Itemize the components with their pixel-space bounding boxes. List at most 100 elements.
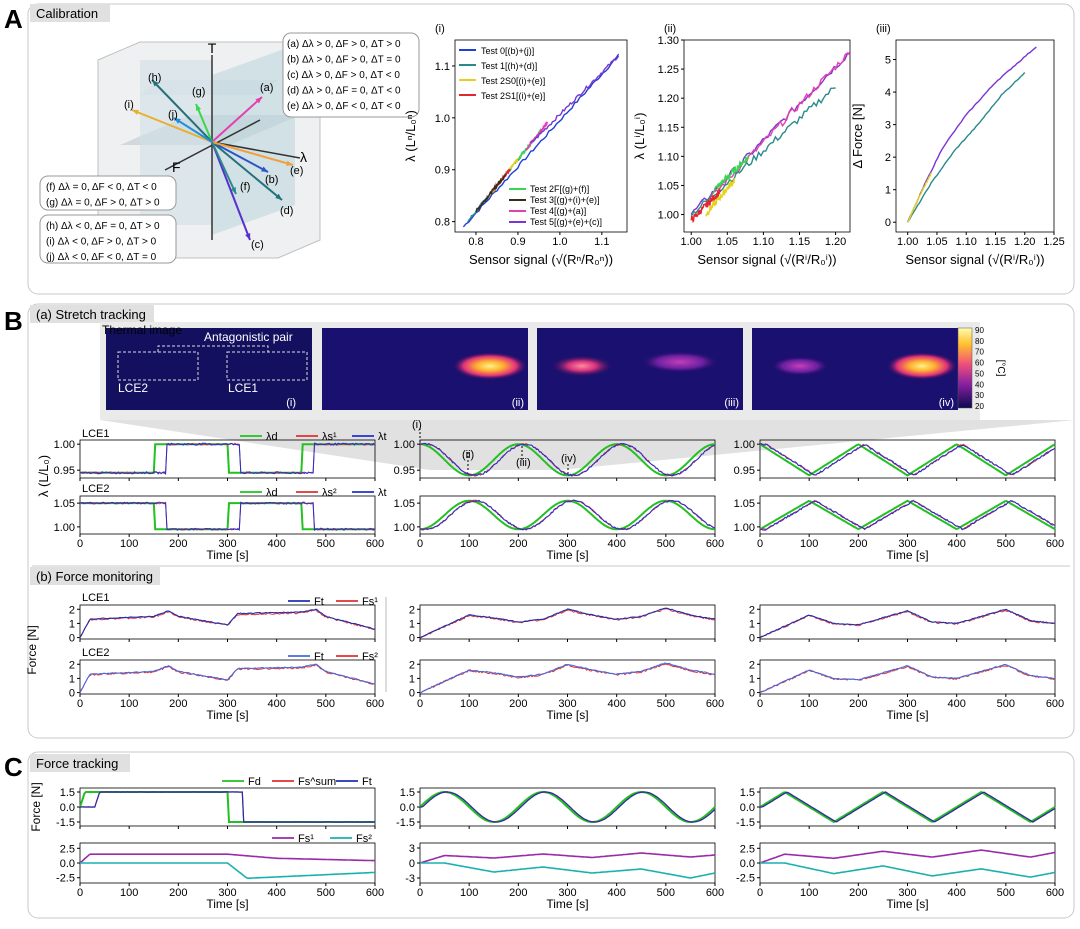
x-tick-label: 200 [509,698,527,710]
x-tick-label: 400 [267,698,285,710]
legend-f-g: (f) Δλ = 0, ΔF < 0, ΔT < 0 (g) Δλ = 0, ΔF… [46,182,160,209]
vector-arrowhead [275,193,282,200]
vector-label: (i) [124,99,134,111]
header-tab-calibration [30,4,110,22]
y-tick-label: 1.00 [54,439,75,451]
x-tick-label: 100 [800,887,818,899]
x-tick-label: 400 [267,538,285,550]
legend-text: Fs² [362,651,378,663]
y-tick-label: 2 [409,604,415,616]
legend-h-j: (h) Δλ < 0, ΔF = 0, ΔT > 0 (i) Δλ < 0, ΔF… [46,221,160,263]
x-axis-label: Time [s] [886,708,928,722]
legend-line: (c) Δλ > 0, ΔF > 0, ΔT < 0 [287,70,400,81]
panel-tag: (ii) [664,23,676,35]
y-tick-label: -1.5 [736,817,755,829]
x-tick-label: 500 [997,887,1015,899]
y-tick-label: 0 [409,858,415,870]
panel-b-frame [27,303,1075,739]
colorbar-tick-label: 90 [975,326,984,335]
vector-arrowhead [261,166,268,172]
force-d-line [759,790,1056,824]
charts-layer: 0.8 0.9 1.0 1.1 0.8 0.9 1.0 1.1 Sensor signal (√… [25,23,1065,911]
x-tick-label: 1.20 [825,236,846,248]
x-tick-label: 400 [607,538,625,550]
thermal-tag-iii: (iii) [724,397,739,409]
legend-a-e: (a) Δλ > 0, ΔF > 0, ΔT > 0 (b) Δλ > 0, ΔF… [287,39,401,112]
vector-arrowhead [245,233,251,240]
y-tick-label: 1.05 [658,180,679,192]
x-tick-label: 600 [366,887,384,899]
x-tick-label: 0 [757,887,763,899]
thermal-image-i [106,328,312,410]
y-axis-label: Force [N] [29,782,43,831]
header-calibration: Calibration [36,6,98,21]
vector-arrowhead [286,160,293,166]
x-axis-label: Time [s] [546,897,588,911]
force-t-line [79,663,376,693]
x-tick-label: 500 [997,538,1015,550]
thermal-tag-i: (i) [286,397,296,409]
x-tick-label: 200 [509,538,527,550]
x-tick-label: 1.20 [1014,236,1035,248]
hotspot-iv-right [886,352,958,380]
plot-A-ii [683,39,851,233]
x-tick-label: 1.05 [926,236,947,248]
thermal-lce2-label: LCE2 [118,381,148,395]
lambda-d-line [80,502,375,531]
axis-lambda-label: λ [300,149,307,165]
y-tick-label: 5 [885,55,891,67]
series-4 [705,177,736,217]
x-tick-label: 1.00 [681,236,702,248]
y-tick-label: 1.20 [658,93,679,105]
legend-box-h-j [39,214,177,264]
legend-box-a-e [282,32,420,118]
force-t-line [419,662,716,694]
legend-text: Fs¹ [298,833,314,845]
hotspot-iii-left [550,355,614,377]
panel-letter-a: A [4,4,23,34]
x-tick-label: 500 [997,698,1015,710]
x-tick-label: 600 [1046,698,1064,710]
y-tick-label: 0 [69,688,75,700]
y-tick-label: 1.05 [54,498,75,510]
legend-line: (b) Δλ > 0, ΔF > 0, ΔT = 0 [287,55,401,66]
vector-arrow [173,117,213,143]
force-t-line [419,607,716,639]
x-tick-label: 200 [509,887,527,899]
force-s-line [79,663,376,694]
plot-A-iii [895,39,1055,233]
colorbar-tick-label: 30 [975,391,984,400]
series-5 [475,173,506,213]
vector-label: (d) [280,205,293,217]
y-axis-label: Δ Force [N] [850,103,865,168]
y-tick-label: 1.00 [54,522,75,534]
force-s-line [79,608,376,639]
x-tick-label: 100 [120,698,138,710]
legend-text: Fd [248,776,261,788]
y-tick-label: 0 [885,217,891,229]
x-tick-label: 300 [898,887,916,899]
x-axis-label: Sensor signal (√(Rⁱ/R₀ⁱ)) [697,252,836,267]
x-tick-label: 100 [120,538,138,550]
y-tick-label: 1.1 [435,61,450,73]
x-axis-label: Time [s] [886,897,928,911]
y-axis-label: λ (Lⁱ/L₀ⁱ) [632,113,647,160]
lce1-region-box [226,351,308,381]
y-tick-label: 1.30 [658,35,679,47]
y-tick-label: 1.00 [734,522,755,534]
x-tick-label: 0 [77,698,83,710]
series-2 [690,87,836,217]
y-tick-label: 0.9 [435,165,450,177]
y-tick-label: 2 [69,659,75,671]
legend-line: (h) Δλ < 0, ΔF = 0, ΔT > 0 [46,221,160,232]
x-tick-label: 300 [218,887,236,899]
vector-arrowhead [255,97,262,104]
legend-text: Fs^sum [298,776,336,788]
y-tick-label: 0.95 [394,465,415,477]
x-tick-label: 100 [800,698,818,710]
y-tick-label: -2.5 [736,873,755,885]
y-tick-label: 1 [69,673,75,685]
thermal-pair-label: Antagonistic pair [204,330,293,344]
x-tick-label: 200 [849,698,867,710]
